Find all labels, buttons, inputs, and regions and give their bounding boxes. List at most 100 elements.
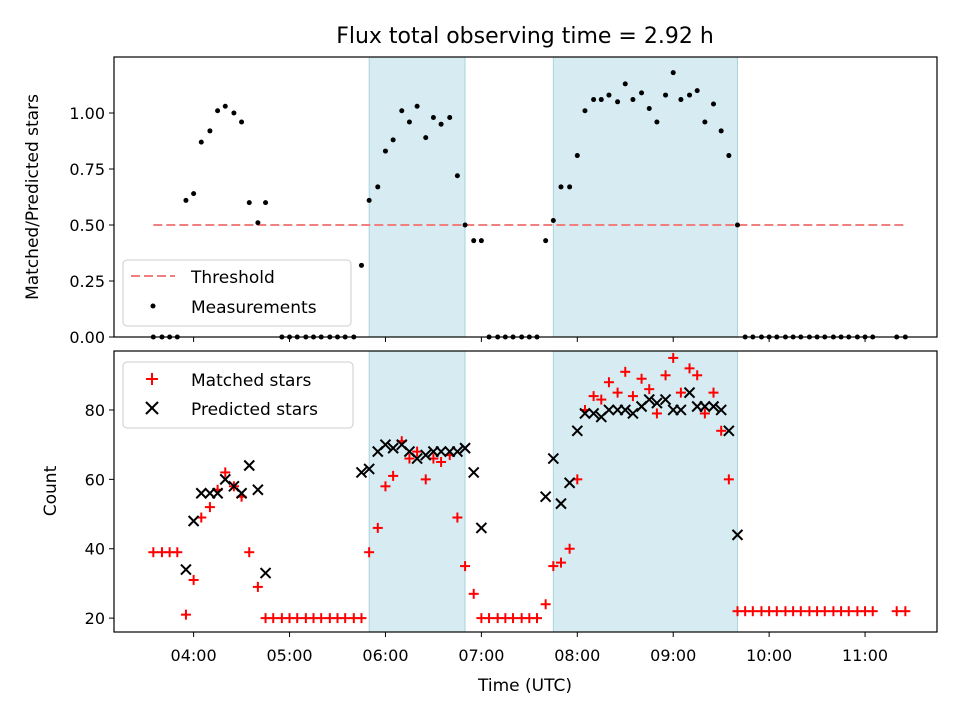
- measurement-point: [191, 191, 197, 197]
- y-tick-label: 40: [85, 540, 105, 559]
- ratio-panel: 0.00 0.25 0.50 0.75 1.00 Matched/Predicted s…: [23, 56, 938, 347]
- measurement-point: [263, 200, 269, 206]
- matched-stars-point: [596, 394, 607, 405]
- matched-legend-label: Matched stars: [191, 371, 311, 391]
- matched-stars-point: [612, 387, 623, 398]
- x-tick-label: 10:00: [746, 646, 792, 665]
- matched-stars-point: [699, 408, 710, 419]
- measurement-point: [430, 114, 436, 120]
- matched-stars-point: [380, 481, 391, 492]
- matched-stars-point: [268, 613, 279, 624]
- matched-stars-point: [564, 543, 575, 554]
- measurement-point: [734, 222, 740, 228]
- measurement-point: [478, 238, 484, 244]
- measurement-point: [414, 103, 420, 109]
- y-tick-label: 80: [85, 401, 105, 420]
- matched-stars-point: [356, 613, 367, 624]
- matched-stars-point: [644, 384, 655, 395]
- matched-stars-point: [900, 606, 911, 617]
- count-y-axis-label: Count: [41, 465, 61, 516]
- predicted-stars-point: [555, 497, 567, 510]
- matched-stars-point: [540, 599, 551, 610]
- measurement-point: [382, 148, 388, 154]
- x-tick-label: 04:00: [171, 646, 217, 665]
- measurement-point: [606, 92, 612, 98]
- matched-stars-point: [532, 613, 543, 624]
- count-panel-frame: [113, 350, 938, 633]
- count-panel: 20 40 60 80 04:00 05:00 06:00 07:00 08:00 09:00 1…: [41, 350, 938, 696]
- matched-stars-point: [508, 613, 519, 624]
- x-tick-label: 05:00: [266, 646, 312, 665]
- matched-stars-point: [340, 613, 351, 624]
- matched-stars-point: [660, 370, 671, 381]
- measurements-legend-label: Measurements: [191, 298, 317, 318]
- predicted-stars-point: [459, 442, 471, 454]
- matched-stars-point: [675, 387, 686, 398]
- measurement-point: [358, 262, 364, 268]
- measurement-point: [423, 135, 429, 141]
- predicted-stars-point: [363, 463, 375, 475]
- predicted-stars-point: [723, 425, 735, 437]
- matched-stars-point: [436, 457, 447, 468]
- count-y-ticks: 20 40 60 80: [85, 401, 114, 628]
- measurement-point: [558, 184, 564, 190]
- predicted-stars-point: [180, 563, 192, 576]
- x-axis-label: Time (UTC): [477, 676, 572, 696]
- predicted-stars-point: [420, 449, 432, 461]
- measurement-point: [198, 139, 204, 145]
- measurement-point: [215, 108, 221, 114]
- matched-stars-point: [388, 470, 399, 481]
- predicted-stars-point: [475, 522, 488, 534]
- observing-window-band: [368, 350, 466, 633]
- count-points: [148, 352, 911, 624]
- measurement-point: [462, 222, 468, 228]
- matched-stars-point: [420, 474, 431, 485]
- predicted-stars-point: [683, 386, 696, 399]
- predicted-stars-point: [563, 477, 576, 489]
- measurement-point: [471, 238, 477, 244]
- matched-stars-point: [180, 609, 191, 620]
- observing-window-band: [368, 56, 466, 338]
- matched-stars-point: [364, 547, 375, 558]
- measurement-point: [222, 103, 228, 109]
- measurement-point: [543, 238, 549, 244]
- measurement-point: [630, 97, 636, 103]
- count-legend-box: [122, 361, 354, 429]
- predicted-stars-point: [659, 393, 672, 406]
- x-tick-label: 11:00: [842, 646, 888, 665]
- x-tick-label: 08:00: [554, 646, 600, 665]
- predicted-stars-point: [435, 445, 447, 458]
- measurement-point: [447, 114, 453, 120]
- observing-window-band: [552, 56, 738, 338]
- matched-stars-point: [460, 561, 471, 572]
- predicted-stars-point: [219, 473, 231, 486]
- matched-stars-point: [292, 613, 303, 624]
- matched-stars-point: [620, 366, 631, 377]
- matched-stars-point: [771, 606, 782, 617]
- predicted-stars-point: [243, 459, 255, 472]
- measurement-point: [663, 92, 669, 98]
- predicted-stars-point: [211, 487, 224, 499]
- matched-stars-point: [188, 574, 199, 585]
- predicted-legend-swatch: [145, 401, 159, 415]
- matched-stars-point: [603, 377, 614, 388]
- threshold-legend-label: Threshold: [190, 268, 275, 288]
- y-tick-label: 20: [85, 609, 105, 628]
- matched-stars-point: [684, 363, 695, 374]
- ratio-y-ticks: 0.00 0.25 0.50 0.75 1.00: [69, 104, 114, 347]
- measurement-point: [639, 90, 645, 96]
- matched-stars-point: [412, 446, 423, 457]
- measurement-point: [207, 128, 213, 134]
- matched-stars-point: [668, 352, 679, 363]
- ratio-legend: Threshold Measurements: [122, 259, 352, 327]
- predicted-stars-point: [187, 515, 200, 527]
- matched-stars-point: [692, 370, 703, 381]
- predicted-stars-point: [467, 466, 480, 479]
- ratio-panel-frame: [113, 56, 938, 338]
- predicted-stars-point: [539, 490, 552, 503]
- matched-stars-point: [468, 588, 479, 599]
- measurement-point: [654, 119, 660, 125]
- matched-stars-point: [747, 606, 758, 617]
- matched-stars-point: [867, 606, 878, 617]
